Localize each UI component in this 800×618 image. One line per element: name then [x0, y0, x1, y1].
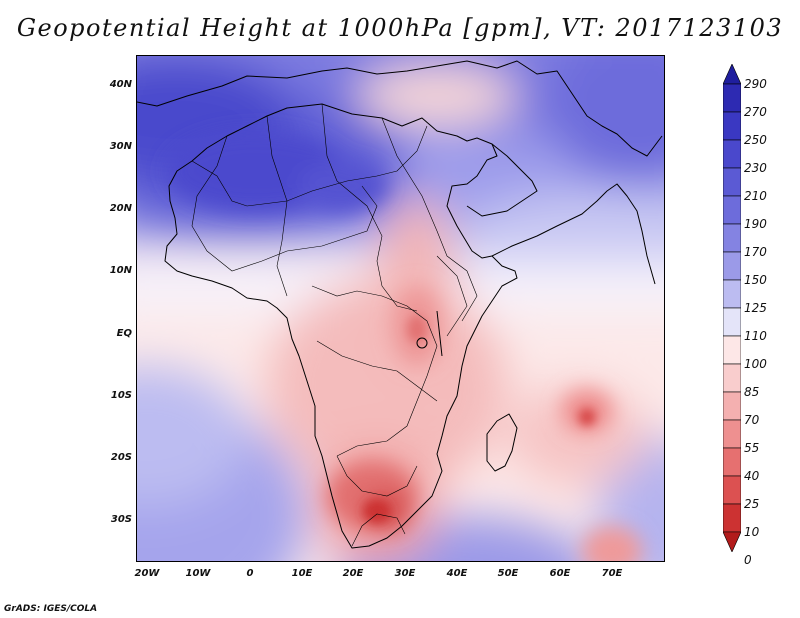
- colorbar-label: 10: [744, 525, 760, 539]
- colorbar-swatch: [723, 167, 741, 197]
- colorbar-swatch: [723, 64, 741, 85]
- colorbar-label: 85: [744, 385, 760, 399]
- coastlines: [137, 60, 663, 549]
- height-field-cores: [363, 315, 596, 523]
- lake-victoria: [416, 337, 428, 349]
- colorbar-swatch: [723, 419, 741, 449]
- lat-label-20s: 20S: [110, 452, 132, 463]
- colorbar-swatch: [723, 447, 741, 477]
- colorbar-label: 125: [744, 301, 767, 315]
- lat-label-eq: EQ: [116, 328, 132, 339]
- lat-label-30n: 30N: [109, 141, 132, 152]
- colorbar-swatch: [723, 307, 741, 337]
- colorbar-label: 230: [744, 161, 767, 175]
- lon-label-60e: 60E: [549, 568, 571, 579]
- colorbar-label: 40: [744, 469, 760, 483]
- colorbar-label: 270: [744, 105, 767, 119]
- colorbar-label: 110: [744, 329, 767, 343]
- lat-label-30s: 30S: [110, 514, 132, 525]
- colorbar-label: 150: [744, 273, 767, 287]
- red-sea-coast: [466, 143, 538, 217]
- colorbar-swatch: [723, 223, 741, 253]
- country-borders: [191, 103, 478, 547]
- colorbar-swatch: [723, 531, 741, 552]
- colorbar-label: 70: [744, 413, 760, 427]
- arabian-coast: [491, 183, 656, 285]
- colorbar-swatch: [723, 111, 741, 141]
- lon-label-50e: 50E: [497, 568, 519, 579]
- lat-label-10s: 10S: [110, 390, 132, 401]
- colorbar-swatch: [723, 251, 741, 281]
- colorbar-swatch: [723, 279, 741, 309]
- colorbar-label: 100: [744, 357, 767, 371]
- lat-label-20n: 20N: [109, 203, 132, 214]
- map-title: Geopotential Height at 1000hPa [gpm], VT…: [16, 14, 784, 42]
- lon-label-20w: 20W: [134, 568, 160, 579]
- africa-coast: [164, 103, 518, 549]
- colorbar-swatch: [723, 83, 741, 113]
- north-coast: [137, 60, 663, 157]
- colorbar: [723, 64, 741, 552]
- lake-tanganyika: [436, 310, 443, 357]
- lon-label-30e: 30E: [394, 568, 416, 579]
- colorbar-label: 170: [744, 245, 767, 259]
- colorbar-swatch: [723, 391, 741, 421]
- height-field-broad: [137, 56, 664, 561]
- colorbar-label: 290: [744, 77, 767, 91]
- madagascar: [486, 413, 518, 472]
- lon-label-20e: 20E: [342, 568, 364, 579]
- colorbar-label: 55: [744, 441, 760, 455]
- colorbar-label: 190: [744, 217, 767, 231]
- lat-label-10n: 10N: [109, 265, 132, 276]
- map-plot-area: [136, 55, 665, 562]
- lat-label-40n: 40N: [109, 79, 132, 90]
- colorbar-swatch: [723, 503, 741, 533]
- colorbar-swatch: [723, 195, 741, 225]
- map-svg: [137, 56, 664, 561]
- lon-label-10e: 10E: [291, 568, 313, 579]
- credit-text: GrADS: IGES/COLA: [4, 604, 98, 614]
- colorbar-swatch: [723, 363, 741, 393]
- colorbar-swatch: [723, 335, 741, 365]
- colorbar-label: 250: [744, 133, 767, 147]
- colorbar-swatch: [723, 139, 741, 169]
- colorbar-label: 25: [744, 497, 760, 511]
- lon-label-40e: 40E: [446, 568, 468, 579]
- colorbar-label: 210: [744, 189, 767, 203]
- lon-label-10w: 10W: [185, 568, 211, 579]
- lon-label-70e: 70E: [601, 568, 623, 579]
- colorbar-label: 0: [744, 553, 752, 567]
- colorbar-swatch: [723, 475, 741, 505]
- lon-label-0: 0: [246, 568, 254, 579]
